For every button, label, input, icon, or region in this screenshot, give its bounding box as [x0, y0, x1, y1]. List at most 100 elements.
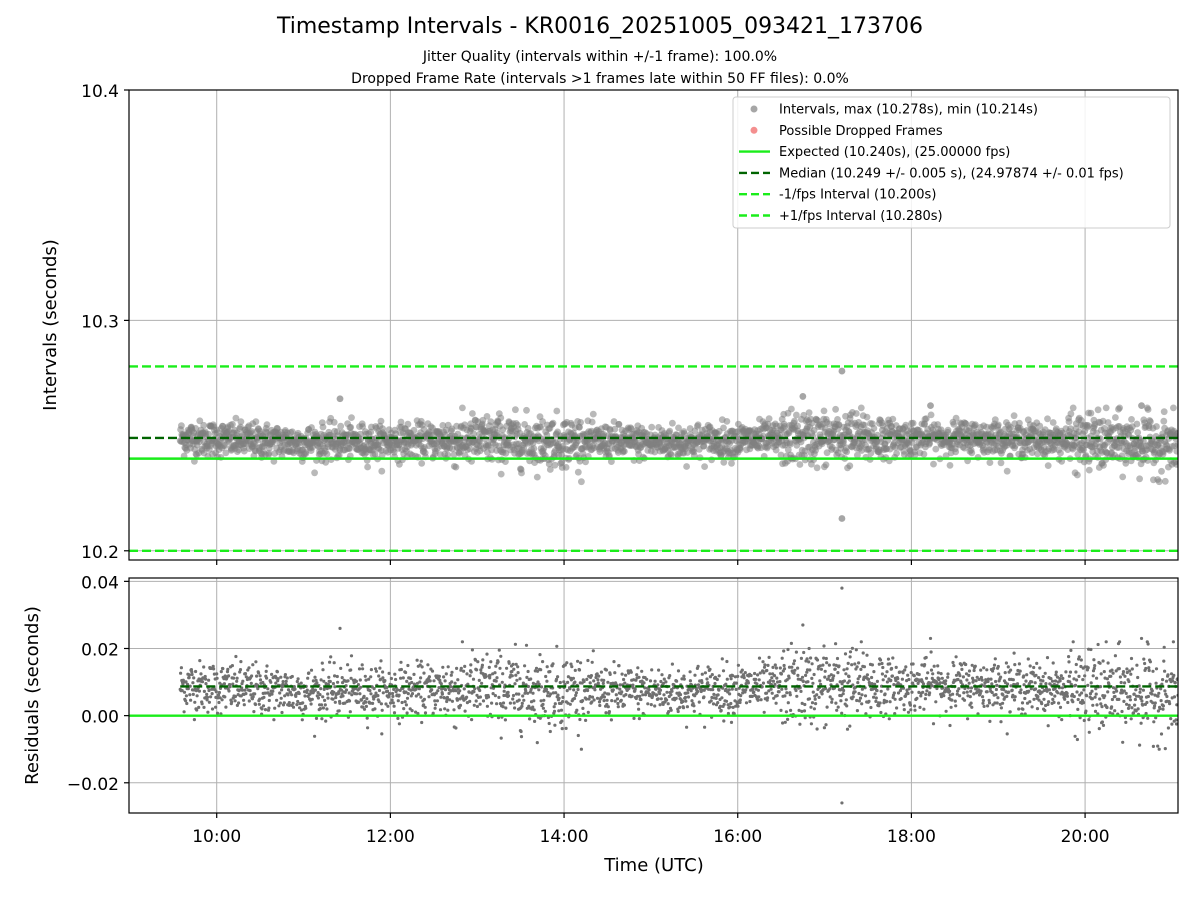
residual-point	[284, 679, 288, 684]
residual-point	[874, 699, 878, 704]
residual-point	[364, 704, 368, 709]
residual-point	[387, 671, 391, 676]
interval-point	[667, 451, 675, 459]
residual-point	[907, 687, 911, 691]
residual-point	[847, 679, 852, 683]
residual-point	[971, 678, 976, 682]
residual-point	[842, 668, 846, 672]
residual-point	[772, 674, 777, 678]
residual-point	[1068, 680, 1072, 684]
residual-point	[309, 668, 314, 672]
residual-point	[321, 706, 325, 710]
residual-point	[946, 675, 950, 679]
residual-point	[558, 680, 562, 685]
residual-point	[925, 689, 929, 693]
residual-point	[807, 646, 811, 651]
residual-point	[280, 710, 284, 715]
residual-point	[555, 644, 559, 648]
residual-point	[961, 675, 966, 679]
residual-point	[332, 690, 336, 694]
residual-point	[539, 668, 543, 672]
residual-point	[669, 708, 673, 712]
interval-point	[805, 409, 813, 416]
residual-point	[722, 719, 726, 723]
residual-point	[564, 726, 568, 731]
residual-point	[712, 692, 716, 697]
residual-point	[845, 667, 849, 671]
interval-point	[683, 463, 690, 470]
residual-point	[823, 669, 827, 673]
residual-point	[261, 704, 266, 708]
residual-point	[404, 703, 408, 707]
residual-point	[970, 705, 974, 709]
interval-point	[1069, 404, 1077, 412]
residual-point	[399, 660, 403, 664]
residual-point	[417, 692, 421, 696]
residual-point	[357, 700, 361, 704]
residual-point	[210, 692, 214, 696]
residual-point	[926, 671, 930, 675]
residual-point	[470, 718, 474, 722]
residual-point	[534, 682, 538, 686]
residual-point	[1026, 657, 1030, 661]
residual-point	[1066, 700, 1070, 705]
residual-point	[908, 703, 913, 707]
residual-point	[810, 676, 814, 681]
residual-point	[749, 673, 753, 678]
residual-point	[948, 723, 952, 728]
residual-point	[476, 660, 480, 664]
residual-point	[681, 699, 685, 704]
residual-point	[1002, 688, 1006, 692]
residual-point	[233, 694, 238, 699]
residual-point	[205, 695, 210, 699]
residual-point	[494, 664, 498, 668]
residual-point	[444, 672, 448, 676]
residual-point	[220, 698, 224, 702]
residual-point	[893, 712, 897, 716]
residual-point	[333, 685, 337, 689]
interval-point	[857, 404, 865, 412]
residual-point	[686, 691, 690, 695]
residual-point	[392, 687, 396, 692]
residual-point	[855, 709, 860, 713]
residual-point	[422, 671, 426, 675]
residual-point	[497, 648, 501, 652]
residual-point	[409, 676, 413, 681]
residual-point	[724, 699, 729, 703]
residual-point	[942, 694, 946, 698]
residual-point	[994, 679, 998, 684]
residual-point	[582, 679, 586, 684]
residual-point	[949, 705, 953, 709]
residual-point	[214, 690, 218, 694]
interval-point	[248, 428, 256, 435]
residual-point	[242, 698, 246, 702]
residual-point	[862, 665, 867, 669]
residual-point	[182, 690, 187, 694]
residual-point	[585, 677, 589, 682]
residual-point	[414, 687, 418, 691]
residual-point	[568, 687, 572, 691]
residual-point	[326, 692, 330, 696]
residual-point	[611, 688, 615, 692]
residual-point	[325, 707, 329, 711]
residual-point	[1032, 665, 1036, 670]
residual-point	[1029, 687, 1033, 691]
interval-point	[1036, 422, 1044, 430]
residual-point	[391, 694, 395, 699]
residual-point	[321, 668, 325, 672]
residual-point	[595, 672, 599, 676]
residual-point	[944, 679, 948, 683]
residual-point	[877, 662, 881, 666]
residual-point	[744, 701, 749, 705]
interval-point	[870, 425, 878, 432]
residual-point	[419, 695, 423, 699]
residual-point	[190, 670, 194, 674]
residual-point	[1041, 679, 1045, 683]
residual-point	[683, 695, 688, 700]
interval-point	[927, 411, 935, 419]
interval-point	[1102, 404, 1110, 412]
residual-point	[659, 697, 663, 701]
residual-point	[951, 660, 955, 665]
interval-point	[854, 451, 861, 459]
interval-point	[237, 418, 245, 425]
